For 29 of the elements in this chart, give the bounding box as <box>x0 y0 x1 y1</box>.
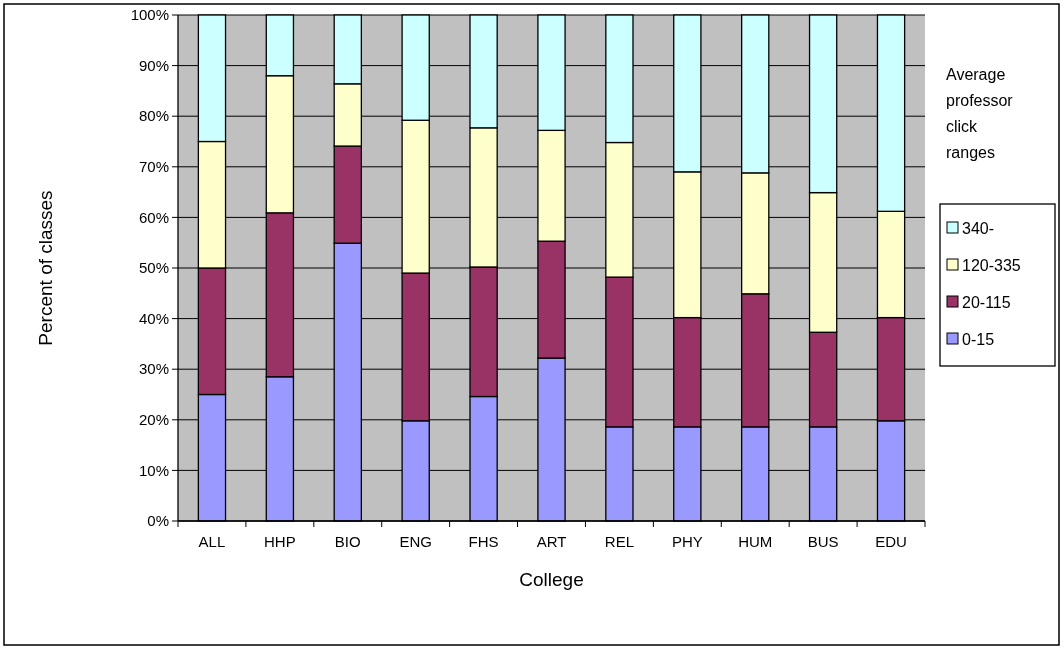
x-tick-label: ALL <box>198 533 226 550</box>
x-tick-label: FHS <box>468 533 499 550</box>
legend-label: 0-15 <box>962 330 995 348</box>
x-tick-label: HUM <box>738 533 773 550</box>
y-tick-label: 90% <box>138 56 169 74</box>
y-tick-label: 0% <box>147 512 169 530</box>
x-tick-label: BUS <box>807 533 839 550</box>
x-tick-label: BIO <box>334 533 361 550</box>
y-tick-label: 30% <box>138 360 169 378</box>
legend-title: Average professor click ranges <box>946 66 1014 161</box>
legend-label: 20-115 <box>962 293 1011 311</box>
y-tick-label: 40% <box>138 309 169 327</box>
x-tick-label: HHP <box>264 533 296 550</box>
y-tick-label: 50% <box>138 259 169 277</box>
legend-label: 120-335 <box>962 256 1021 274</box>
legend-label: 340- <box>962 219 995 237</box>
x-tick-label: REL <box>604 533 634 550</box>
y-tick-label: 70% <box>138 158 169 176</box>
x-axis-title: College <box>519 569 584 590</box>
y-axis-title: Percent of classes <box>35 190 56 346</box>
y-tick-label: 20% <box>138 411 169 429</box>
y-tick-label: 60% <box>138 208 169 226</box>
y-tick-label: 80% <box>138 107 169 125</box>
y-tick-label: 100% <box>130 6 169 24</box>
x-tick-label: PHY <box>671 533 703 550</box>
x-tick-label: EDU <box>875 533 907 550</box>
x-tick-label: ENG <box>399 533 432 550</box>
x-tick-label: ART <box>536 533 567 550</box>
y-tick-label: 10% <box>138 461 169 479</box>
